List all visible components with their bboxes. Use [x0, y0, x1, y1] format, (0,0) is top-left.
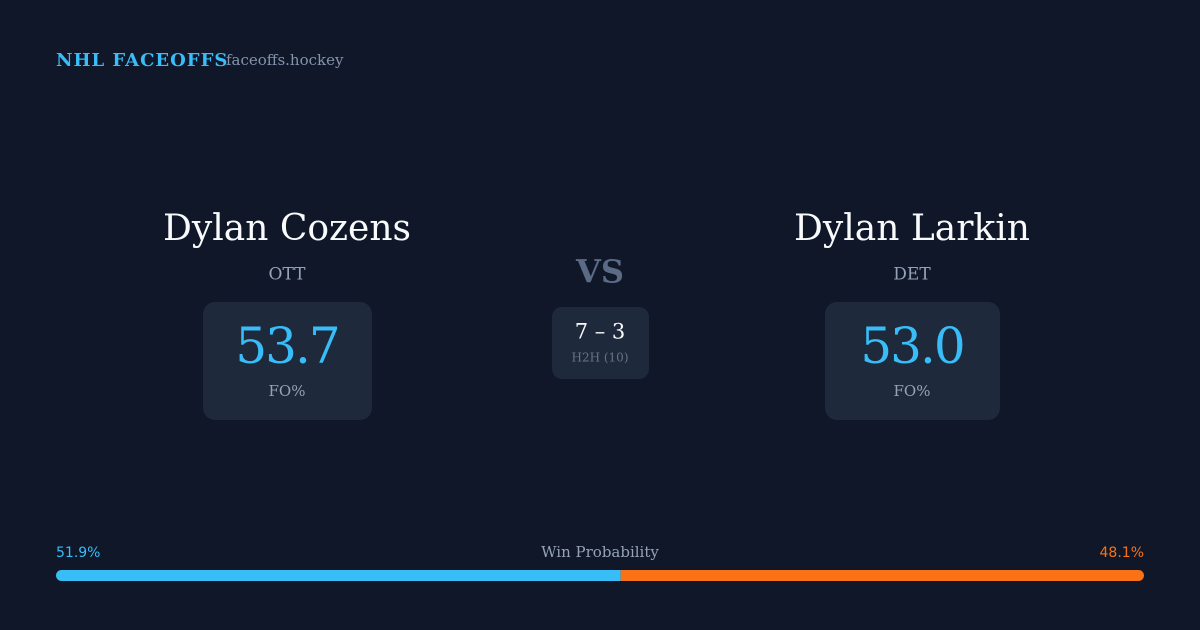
h2h-box: [552, 307, 649, 379]
stat-value: 53.0: [860, 317, 963, 375]
win-prob-label: 51.9%: [56, 545, 100, 561]
player-name: Dylan Larkin: [794, 208, 1030, 249]
player-team: DET: [893, 265, 931, 285]
brand-title: NHL FACEOFFS: [56, 50, 228, 71]
h2h-label: H2H (10): [571, 351, 628, 365]
stat-value: 53.7: [235, 317, 338, 375]
stat-box: [825, 302, 1000, 420]
h2h-score: 7 – 3: [575, 320, 626, 344]
win-prob-segment: [620, 570, 1144, 581]
player-team: OTT: [269, 265, 307, 285]
win-prob-bar: [56, 570, 1144, 581]
stat-label: FO%: [269, 382, 306, 400]
player-name: Dylan Cozens: [163, 208, 411, 249]
stat-box: [203, 302, 372, 420]
stat-label: FO%: [894, 382, 931, 400]
win-prob-label: 48.1%: [1100, 545, 1144, 561]
win-prob-title: Win Probability: [541, 543, 659, 561]
win-prob-segment: [56, 570, 621, 581]
versus: VS: [575, 253, 624, 291]
brand-site: faceoffs.hockey: [226, 51, 344, 69]
